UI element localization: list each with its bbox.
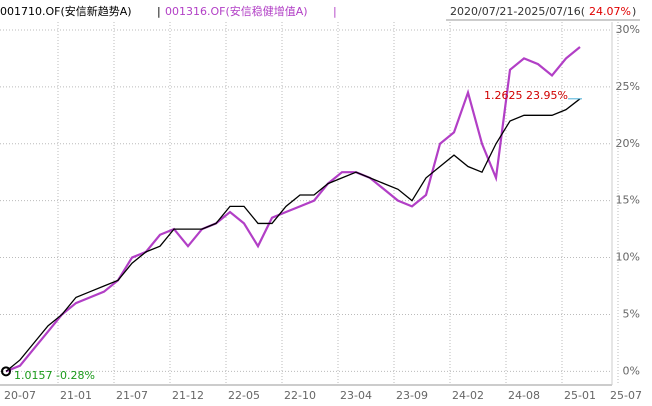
x-tick-label: 22-05 xyxy=(228,389,260,402)
series-line xyxy=(5,46,581,373)
y-tick-label: 0% xyxy=(623,364,640,377)
y-tick-label: 25% xyxy=(616,80,640,93)
x-tick-label: 24-02 xyxy=(452,389,484,402)
x-tick-label: 20-07 xyxy=(4,389,36,402)
x-tick-label: 21-01 xyxy=(60,389,92,402)
x-tick-label: 21-12 xyxy=(172,389,204,402)
header-range: 2020/07/21-2025/07/16( xyxy=(450,5,585,18)
x-tick-label: 23-04 xyxy=(340,389,372,402)
y-tick-label: 15% xyxy=(616,194,640,207)
y-tick-label: 5% xyxy=(623,307,640,320)
y-tick-label: 20% xyxy=(616,137,640,150)
header-sep: | xyxy=(333,5,337,18)
x-tick-label: 22-10 xyxy=(284,389,316,402)
x-tick-label: 25-07 xyxy=(610,389,642,402)
x-tick-label: 24-08 xyxy=(508,389,540,402)
y-tick-label: 30% xyxy=(616,23,640,36)
start-label: 1.0157 -0.28% xyxy=(14,369,95,382)
header-fund2: 001316.OF(安信稳健增值A) xyxy=(165,4,308,18)
header-fund1: 001710.OF(安信新趋势A) xyxy=(0,4,132,18)
start-marker xyxy=(1,366,11,377)
header-return: 24.07% xyxy=(589,5,631,18)
y-tick-label: 10% xyxy=(616,251,640,264)
x-tick-label: 21-07 xyxy=(116,389,148,402)
series-line xyxy=(5,98,581,372)
header-sep: | xyxy=(157,5,161,18)
x-tick-label: 25-01 xyxy=(564,389,596,402)
end-label: 1.2625 23.95% xyxy=(484,89,568,102)
x-tick-label: 23-09 xyxy=(396,389,428,402)
header-close: ) xyxy=(632,5,636,18)
